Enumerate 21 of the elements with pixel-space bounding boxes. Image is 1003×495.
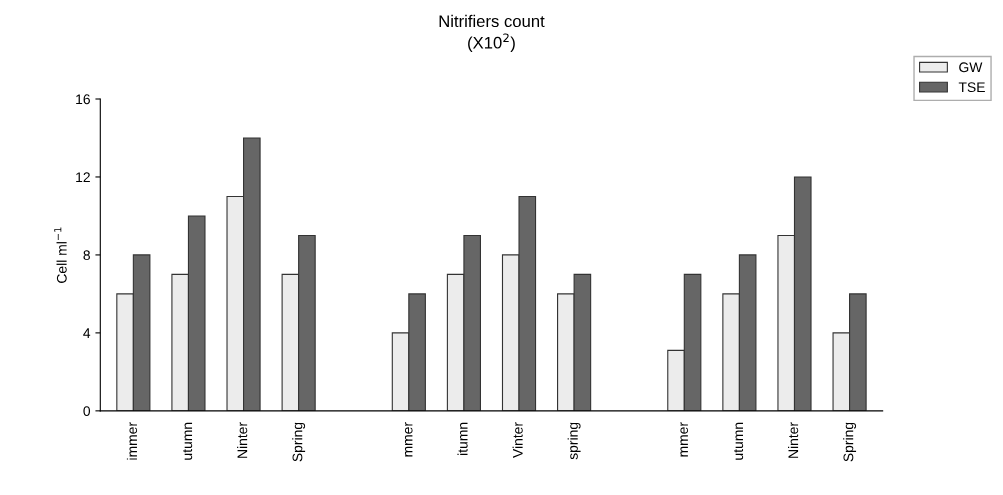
x-tick-label: utumn bbox=[183, 422, 193, 460]
legend-label: GW bbox=[959, 62, 983, 73]
x-tick-label: itumn bbox=[457, 422, 468, 455]
legend-label: TSE bbox=[958, 82, 985, 93]
y-tick-label: 12 bbox=[76, 172, 90, 182]
x-tick-label: mmer bbox=[680, 422, 689, 457]
x-tick-label: spring bbox=[567, 422, 581, 460]
x-tick-label: Spring bbox=[292, 422, 306, 462]
x-tick-label: immer bbox=[126, 422, 138, 460]
x-tick-label: mmer bbox=[404, 422, 413, 457]
x-tick-label: Vinter bbox=[512, 422, 523, 458]
x-tick-label: Ninter bbox=[788, 422, 799, 458]
y-tick-label: 4 bbox=[83, 328, 91, 338]
x-tick-label: utumn bbox=[734, 422, 744, 460]
y-tick-label: 8 bbox=[83, 250, 90, 261]
x-tick-label: Ninter bbox=[237, 422, 248, 458]
chart-title: Nitrifiers count (X10$^{2}$) bbox=[439, 14, 545, 52]
y-axis-title: Cell ml$^{−1}$ bbox=[54, 227, 67, 283]
y-tick-label: 0 bbox=[83, 406, 91, 417]
y-tick-label: 16 bbox=[76, 94, 90, 105]
x-tick-label: Spring bbox=[843, 422, 857, 462]
